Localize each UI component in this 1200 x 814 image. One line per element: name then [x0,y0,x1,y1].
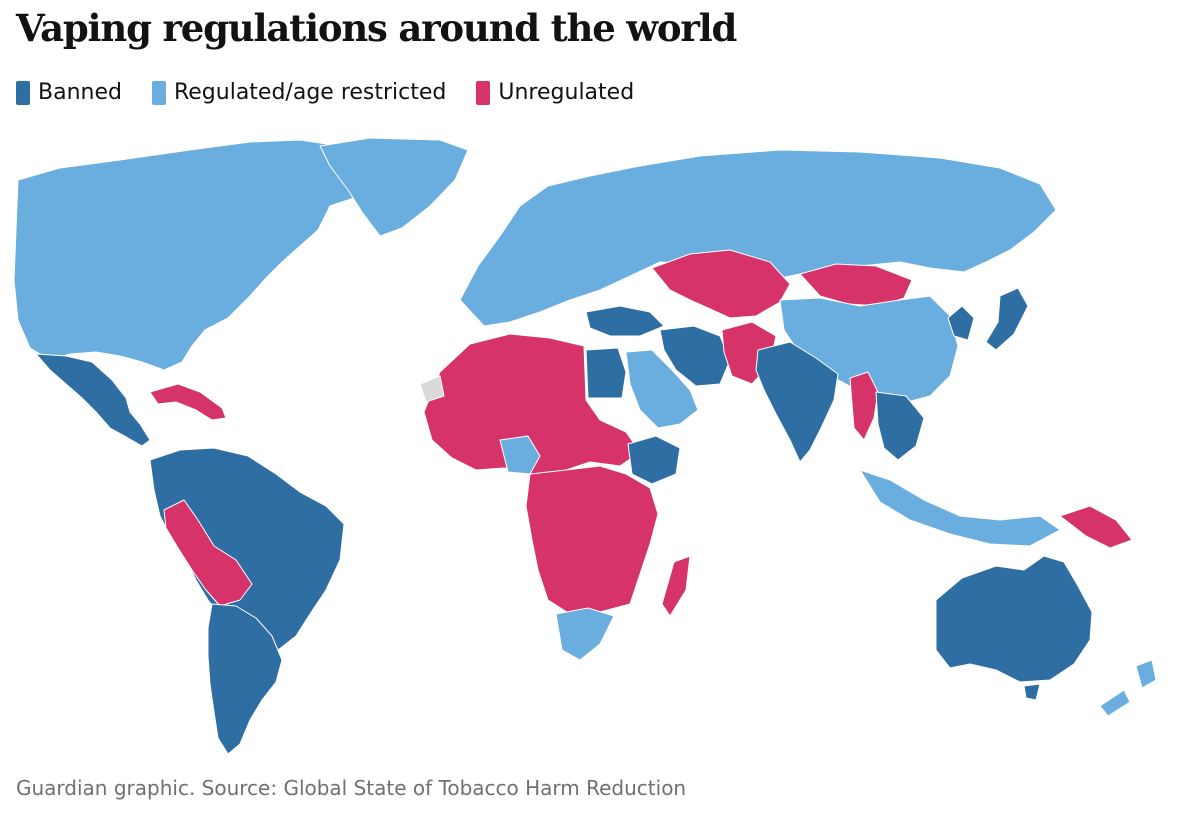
legend: Banned Regulated/age restricted Unregula… [16,80,634,105]
legend-label-unregulated: Unregulated [498,80,635,105]
region-mexico [35,353,151,447]
region-iran [659,325,731,387]
region-southern-africa [555,607,615,661]
region-madagascar [661,555,691,617]
legend-item-unregulated: Unregulated [476,80,634,105]
region-japan-korea [947,287,1029,351]
page-title: Vaping regulations around the world [16,6,737,50]
legend-swatch-banned [16,80,30,105]
region-arabia [625,349,699,429]
region-caribbean [149,383,227,421]
legend-label-regulated: Regulated/age restricted [173,80,447,105]
region-north-america [13,139,381,371]
source-note: Guardian graphic. Source: Global State o… [16,776,687,800]
region-greenland [319,137,469,237]
legend-item-regulated: Regulated/age restricted [151,80,447,105]
region-egypt [585,347,627,399]
region-indochina [875,391,925,461]
region-central-africa [525,465,659,615]
region-eurasia-north [459,149,1057,327]
region-mongolia [799,263,913,307]
legend-label-banned: Banned [38,80,122,105]
legend-swatch-unregulated [476,80,491,105]
legend-swatch-regulated [151,80,166,105]
world-map [13,137,1157,755]
region-new-zealand [1099,659,1157,717]
region-myanmar [849,371,879,441]
region-ethiopia [627,435,681,485]
region-southern-cone [207,603,283,755]
region-north-africa [423,333,641,475]
region-central-asia [651,249,791,319]
region-western-sahara [419,375,445,403]
region-peru-bolivia [163,499,253,607]
region-png [1059,505,1133,549]
region-turkey [585,305,665,337]
region-india [755,341,839,463]
region-australia [935,555,1093,683]
region-west-africa-regulated [499,435,541,475]
region-maritime-se-asia [859,469,1061,547]
legend-item-banned: Banned [16,80,122,105]
region-tasmania [1023,683,1041,701]
